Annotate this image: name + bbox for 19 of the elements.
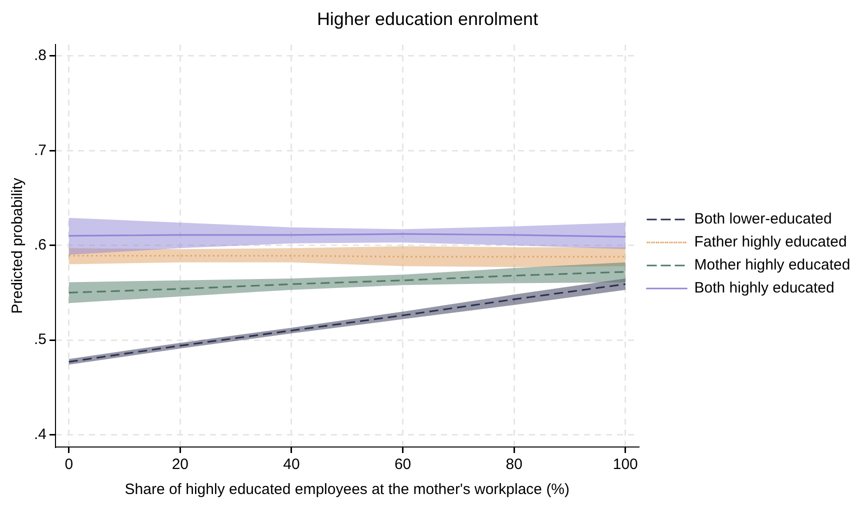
x-axis-title: Share of highly educated employees at the mother's workplace (%) bbox=[124, 481, 570, 498]
legend-label: Both highly educated bbox=[694, 280, 834, 297]
y-tick-label: .5 bbox=[34, 331, 47, 348]
legend-label: Both lower-educated bbox=[694, 210, 832, 228]
y-tick-label: .6 bbox=[34, 236, 47, 254]
x-tick-label: 100 bbox=[612, 456, 638, 474]
x-tick-label: 0 bbox=[64, 456, 74, 474]
x-tick-label: 60 bbox=[394, 456, 412, 474]
y-axis-title: Predicted probability bbox=[9, 177, 26, 314]
chart-title: Higher education enrolment bbox=[316, 8, 538, 29]
x-tick-label: 80 bbox=[506, 456, 522, 474]
line-series bbox=[68, 271, 626, 294]
y-tick-label: .8 bbox=[34, 47, 47, 64]
legend-label: Father highly educated bbox=[694, 234, 847, 251]
x-tick-label: 20 bbox=[172, 456, 189, 474]
legend-label: Mother highly educated bbox=[694, 256, 850, 274]
y-tick-label: .4 bbox=[34, 426, 47, 443]
y-tick-label: .7 bbox=[34, 142, 47, 159]
x-tick-label: 40 bbox=[283, 456, 300, 474]
